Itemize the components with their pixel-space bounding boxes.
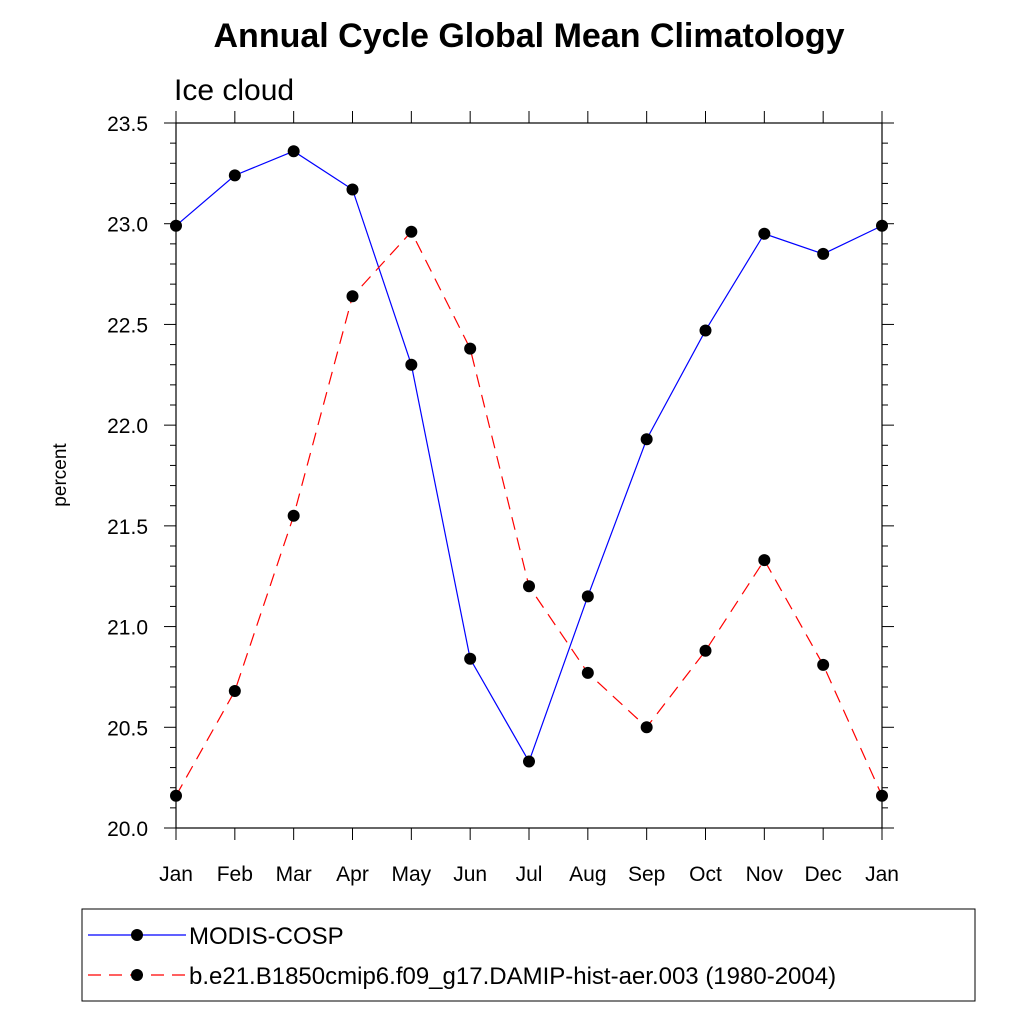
series-1-point bbox=[876, 789, 888, 802]
y-tick-label: 22.5 bbox=[107, 314, 148, 337]
legend-label-1: b.e21.B1850cmip6.f09_g17.DAMIP-hist-aer.… bbox=[189, 963, 836, 990]
series-0-point bbox=[523, 755, 535, 768]
x-tick-label: Dec bbox=[804, 863, 841, 886]
series-layer bbox=[170, 145, 888, 802]
x-tick-label: Apr bbox=[336, 863, 369, 886]
series-0-point bbox=[464, 652, 477, 665]
legend-marker-0 bbox=[131, 929, 143, 941]
x-tick-label: Jan bbox=[865, 863, 899, 886]
legend: MODIS-COSP b.e21.B1850cmip6.f09_g17.DAMIP… bbox=[81, 908, 976, 1002]
x-tick-label: Jun bbox=[453, 863, 487, 886]
series-1-point bbox=[170, 789, 182, 802]
y-tick-label: 23.0 bbox=[107, 214, 148, 237]
plot-frame bbox=[175, 122, 883, 829]
axis-ticks: Jan Feb Mar Apr May Jun Jul Aug Sep Oct Nov Dec Jan 2… bbox=[107, 111, 899, 886]
series-0-point bbox=[170, 219, 182, 232]
x-tick-label: Oct bbox=[689, 863, 722, 886]
series-1-point bbox=[581, 666, 594, 679]
series-1-point bbox=[758, 554, 771, 567]
x-tick-label: Mar bbox=[276, 863, 312, 886]
y-tick-label: 23.5 bbox=[107, 113, 148, 136]
series-0-point bbox=[405, 358, 418, 371]
y-tick-label: 22.0 bbox=[107, 415, 148, 438]
x-tick-label: May bbox=[391, 863, 431, 886]
series-0-point bbox=[817, 247, 830, 260]
legend-marker-1 bbox=[131, 969, 143, 981]
series-1-point bbox=[405, 225, 418, 238]
x-tick-label: Feb bbox=[217, 863, 253, 886]
series-1-point bbox=[523, 580, 535, 593]
y-tick-label: 21.0 bbox=[107, 617, 148, 640]
series-1-point bbox=[464, 342, 477, 355]
x-tick-label: Sep bbox=[628, 863, 665, 886]
y-tick-label: 20.0 bbox=[107, 818, 148, 841]
series-0-point bbox=[228, 169, 241, 182]
series-0-point bbox=[876, 219, 888, 232]
x-tick-label: Jan bbox=[159, 863, 193, 886]
series-1-point bbox=[228, 685, 241, 698]
series-1-point bbox=[640, 721, 653, 734]
legend-box bbox=[81, 908, 976, 1002]
y-tick-label: 21.5 bbox=[107, 516, 148, 539]
series-0-point bbox=[640, 433, 653, 446]
legend-label-0: MODIS-COSP bbox=[189, 923, 344, 950]
series-1-point bbox=[287, 509, 300, 522]
series-0-point bbox=[287, 145, 300, 158]
series-0-point bbox=[758, 227, 771, 240]
y-tick-label: 20.5 bbox=[107, 717, 148, 740]
x-tick-label: Nov bbox=[746, 863, 784, 886]
y-axis-label: percent bbox=[50, 443, 71, 507]
series-0-point bbox=[346, 183, 359, 196]
series-1-point bbox=[346, 290, 359, 303]
chart-subtitle: Ice cloud bbox=[174, 74, 294, 107]
series-1-point bbox=[817, 658, 830, 671]
chart-title: Annual Cycle Global Mean Climatology bbox=[214, 17, 845, 55]
series-1-point bbox=[699, 644, 712, 657]
series-line-0 bbox=[175, 150, 883, 763]
series-0-point bbox=[581, 590, 594, 603]
series-line-1 bbox=[175, 230, 883, 797]
x-tick-label: Jul bbox=[516, 863, 543, 886]
series-0-point bbox=[699, 324, 712, 337]
x-tick-label: Aug bbox=[569, 863, 606, 886]
